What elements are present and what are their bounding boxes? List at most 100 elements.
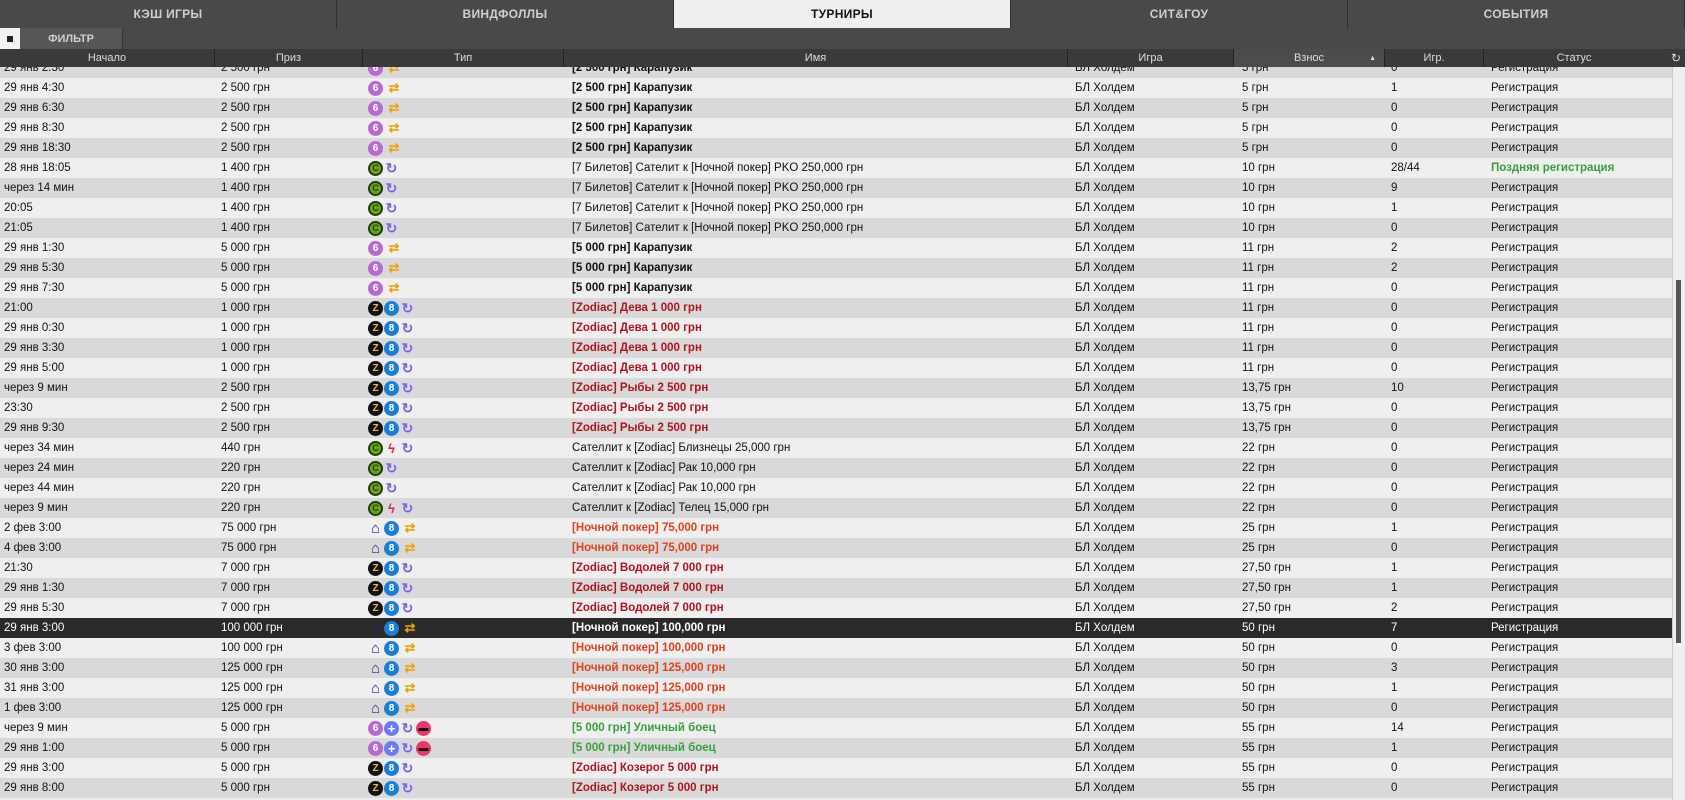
row-players: 0 [1391, 462, 1398, 474]
reentry-icon: ↻ [385, 179, 398, 196]
tab-sit-and-go[interactable]: СИТ&ГОУ [1011, 0, 1348, 28]
table-row[interactable]: 2 фев 3:00 75 000 грн [Ночной покер] 75,00… [0, 518, 1672, 538]
row-start-time: 29 янв 3:00 [4, 622, 65, 634]
row-type-icons: ⌂ 8 ⇄ [368, 680, 420, 697]
tab-windfalls[interactable]: ВИНДФОЛЛЫ [337, 0, 674, 28]
table-row[interactable]: через 44 мин 220 грн Сателлит к [Zodiac] Р… [0, 478, 1672, 498]
table-row[interactable]: через 24 мин 220 грн Сателлит к [Zodiac] Р… [0, 458, 1672, 478]
row-status: Регистрация [1491, 222, 1559, 234]
row-players: 0 [1391, 102, 1398, 114]
satellite-ticket-icon: C [368, 180, 383, 196]
row-players: 1 [1391, 682, 1398, 694]
row-status: Регистрация [1491, 122, 1559, 134]
tab-cash-games[interactable]: КЭШ ИГРЫ [0, 0, 337, 28]
table-row[interactable]: 21:30 7 000 грн [Zodiac] Водолей 7 000 грн… [0, 558, 1672, 578]
table-row[interactable]: 4 фев 3:00 75 000 грн [Ночной покер] 75,00… [0, 538, 1672, 558]
rebuy-arrow-icon: ⇄ [388, 240, 400, 255]
table-row[interactable]: 29 янв 5:30 7 000 грн [Zodiac] Водолей 7 0… [0, 598, 1672, 618]
row-start-time: 21:00 [4, 302, 33, 314]
row-game: БЛ Холдем [1075, 722, 1135, 734]
row-name: [Zodiac] Рыбы 2 500 грн [572, 402, 709, 414]
table-row[interactable]: 28 янв 18:05 1 400 грн [7 Билетов] Сателит… [0, 158, 1672, 178]
table-row[interactable]: через 14 мин 1 400 грн [7 Билетов] Сателит… [0, 178, 1672, 198]
rebuy-arrow-icon: ⇄ [404, 680, 416, 695]
scrollbar-thumb[interactable] [1676, 280, 1681, 643]
table-row[interactable]: 29 янв 1:30 5 000 грн [5 000 грн] Карапузи… [0, 238, 1672, 258]
table-row[interactable]: 29 янв 18:30 2 500 грн [2 500 грн] Карапуз… [0, 138, 1672, 158]
table-row[interactable]: 29 янв 3:00 100 000 грн [Ночной покер] 100… [0, 618, 1672, 638]
vertical-scrollbar[interactable] [1672, 67, 1685, 800]
row-status: Регистрация [1491, 402, 1559, 414]
table-row[interactable]: 29 янв 4:30 2 500 грн [2 500 грн] Карапузи… [0, 78, 1672, 98]
row-start-time: через 34 мин [4, 442, 75, 454]
column-header-status[interactable]: Статус [1556, 52, 1592, 64]
table-row[interactable]: 1 фев 3:00 125 000 грн [Ночной покер] 125,… [0, 698, 1672, 718]
row-prize: 1 000 грн [221, 302, 270, 314]
table-row[interactable]: 23:30 2 500 грн [Zodiac] Рыбы 2 500 грн БЛ … [0, 398, 1672, 418]
table-row[interactable]: 29 янв 0:30 1 000 грн [Zodiac] Дева 1 000 … [0, 318, 1672, 338]
table-row[interactable]: 29 янв 1:30 7 000 грн [Zodiac] Водолей 7 0… [0, 578, 1672, 598]
table-row[interactable]: через 9 мин 2 500 грн [Zodiac] Рыбы 2 500 … [0, 378, 1672, 398]
table-row[interactable]: 20:05 1 400 грн [7 Билетов] Сателит к [Ноч… [0, 198, 1672, 218]
row-fee: 25 грн [1242, 522, 1275, 534]
table-row[interactable]: 29 янв 8:30 2 500 грн [2 500 грн] Карапузи… [0, 118, 1672, 138]
column-header-players[interactable]: Игр. [1385, 49, 1484, 67]
six-badge-icon: 6 [368, 260, 383, 276]
refresh-icon[interactable]: ↻ [1670, 51, 1681, 65]
table-row[interactable]: 29 янв 7:30 5 000 грн [5 000 грн] Карапузи… [0, 278, 1672, 298]
column-header-prize[interactable]: Приз [215, 49, 363, 67]
table-row[interactable]: через 34 мин 440 грн Сателлит к [Zodiac] Б… [0, 438, 1672, 458]
row-name: Сателлит к [Zodiac] Телец 15,000 грн [572, 502, 769, 514]
table-row[interactable]: 29 янв 5:30 5 000 грн [5 000 грн] Карапузи… [0, 258, 1672, 278]
row-prize: 220 грн [221, 462, 261, 474]
tab-events[interactable]: СОБЫТИЯ [1348, 0, 1685, 28]
row-fee: 50 грн [1242, 702, 1275, 714]
column-header-name[interactable]: Имя [564, 49, 1068, 67]
row-name: [Zodiac] Дева 1 000 грн [572, 342, 702, 354]
row-prize: 2 500 грн [221, 142, 270, 154]
column-header-fee[interactable]: Взнос ▲ [1234, 49, 1385, 67]
row-game: БЛ Холдем [1075, 342, 1135, 354]
table-row[interactable]: через 9 мин 5 000 грн [5 000 грн] Уличный … [0, 718, 1672, 738]
tab-tournaments[interactable]: ТУРНИРЫ [674, 0, 1011, 28]
row-prize: 440 грн [221, 442, 261, 454]
table-row[interactable]: 29 янв 3:00 5 000 грн [Zodiac] Козерог 5 0… [0, 758, 1672, 778]
row-game: БЛ Холдем [1075, 542, 1135, 554]
row-fee: 55 грн [1242, 782, 1275, 794]
table-row[interactable]: 29 янв 8:00 5 000 грн [Zodiac] Козерог 5 0… [0, 778, 1672, 798]
table-row[interactable]: через 9 мин 220 грн Сателлит к [Zodiac] Те… [0, 498, 1672, 518]
table-row[interactable]: 21:05 1 400 грн [7 Билетов] Сателит к [Ноч… [0, 218, 1672, 238]
row-fee: 13,75 грн [1242, 402, 1291, 414]
row-fee: 55 грн [1242, 762, 1275, 774]
filter-button[interactable]: ФИЛЬТР [20, 28, 123, 49]
row-game: БЛ Холдем [1075, 162, 1135, 174]
row-prize: 5 000 грн [221, 742, 270, 754]
table-row[interactable]: 30 янв 3:00 125 000 грн [Ночной покер] 125… [0, 658, 1672, 678]
row-players: 2 [1391, 602, 1398, 614]
table-row[interactable]: 29 янв 3:30 1 000 грн [Zodiac] Дева 1 000 … [0, 338, 1672, 358]
filter-toggle-checkbox[interactable] [0, 28, 20, 49]
row-prize: 5 000 грн [221, 782, 270, 794]
zodiac-badge-icon: Z [368, 380, 383, 396]
table-row[interactable]: 21:00 1 000 грн [Zodiac] Дева 1 000 грн БЛ … [0, 298, 1672, 318]
row-status: Регистрация [1491, 102, 1559, 114]
table-row[interactable]: 29 янв 6:30 2 500 грн [2 500 грн] Карапузи… [0, 98, 1672, 118]
speed-plus-icon: + [384, 740, 399, 756]
column-header-start[interactable]: Начало [0, 49, 215, 67]
reentry-icon: ↻ [401, 559, 414, 576]
table-row[interactable]: 3 фев 3:00 100 000 грн [Ночной покер] 100,… [0, 638, 1672, 658]
row-game: БЛ Холдем [1075, 362, 1135, 374]
table-row[interactable]: 29 янв 1:00 5 000 грн [5 000 грн] Уличный … [0, 738, 1672, 758]
column-header-game[interactable]: Игра [1068, 49, 1234, 67]
eight-max-icon: 8 [384, 660, 399, 676]
rebuy-arrow-icon: ⇄ [388, 120, 400, 135]
row-type-icons: 6 ⇄ [368, 140, 404, 156]
table-row[interactable]: 31 янв 3:00 125 000 грн [Ночной покер] 125… [0, 678, 1672, 698]
rebuy-arrow-icon: ⇄ [388, 80, 400, 95]
row-start-time: 30 янв 3:00 [4, 662, 65, 674]
table-row[interactable]: 29 янв 5:00 1 000 грн [Zodiac] Дева 1 000 … [0, 358, 1672, 378]
row-status: Регистрация [1491, 82, 1559, 94]
table-row[interactable]: 29 янв 9:30 2 500 грн [Zodiac] Рыбы 2 500 … [0, 418, 1672, 438]
row-type-icons: Z 8 ↻ [368, 400, 415, 416]
column-header-type[interactable]: Тип [363, 49, 564, 67]
